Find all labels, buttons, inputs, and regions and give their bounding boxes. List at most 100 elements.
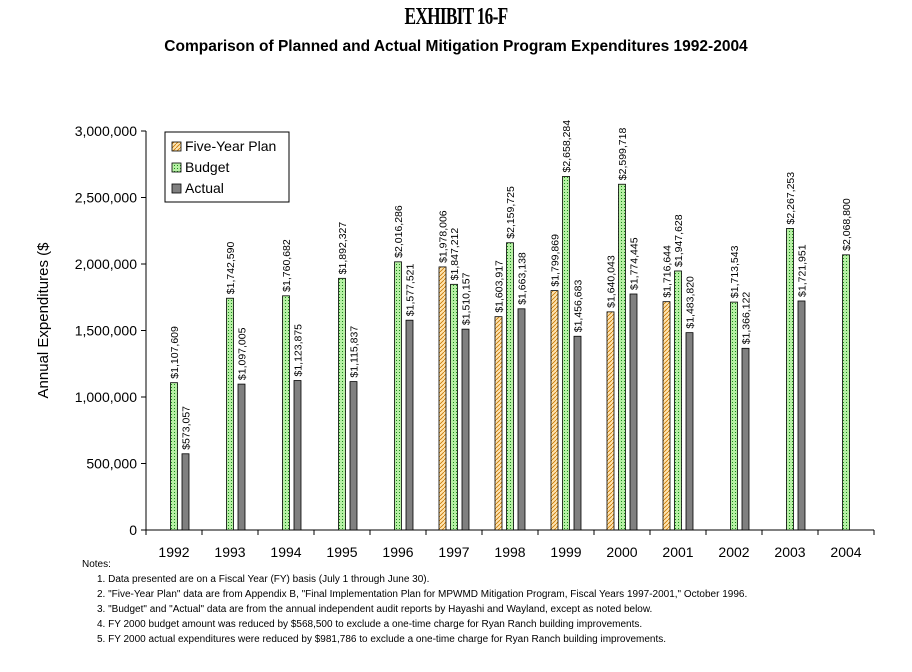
budget-bar — [618, 183, 626, 531]
actual-data-label: $573,057 — [181, 406, 193, 450]
note-item: 1. Data presented are on a Fiscal Year (… — [97, 574, 430, 585]
actual-data-label: $1,483,820 — [685, 276, 697, 329]
x-tick-label: 2000 — [606, 544, 637, 560]
plan-legend-label: Five-Year Plan — [185, 138, 276, 154]
budget-bar — [562, 176, 570, 531]
x-tick-label: 1995 — [326, 544, 357, 560]
plan-data-label: $1,716,644 — [662, 245, 674, 298]
budget-bar — [394, 261, 402, 531]
budget-bar — [226, 297, 234, 531]
x-tick-label: 1993 — [214, 544, 245, 560]
actual-bar — [293, 380, 302, 531]
actual-bar — [517, 308, 526, 531]
actual-legend-label: Actual — [185, 180, 224, 196]
y-tick-label: 1,500,000 — [75, 323, 137, 339]
x-tick-label: 1994 — [270, 544, 301, 560]
budget-data-label: $2,016,286 — [393, 205, 405, 258]
budget-data-label: $1,892,327 — [337, 222, 349, 275]
plan-data-label: $1,603,917 — [494, 260, 506, 313]
y-tick-label: 2,000,000 — [75, 256, 137, 272]
budget-legend-label: Budget — [185, 159, 229, 175]
budget-data-label: $1,107,609 — [169, 326, 181, 379]
budget-data-label: $2,599,718 — [617, 128, 629, 181]
exhibit-title: EXHIBIT 16-F — [404, 4, 509, 30]
budget-data-label: $2,159,725 — [505, 186, 517, 239]
x-tick-label: 1997 — [438, 544, 469, 560]
budget-data-label: $2,658,284 — [561, 120, 573, 173]
actual-data-label: $1,123,875 — [293, 324, 305, 377]
actual-data-label: $1,577,521 — [405, 263, 417, 316]
budget-bar — [170, 382, 178, 531]
plan-bar — [494, 316, 503, 531]
budget-bar — [842, 254, 850, 531]
actual-bar — [405, 319, 414, 531]
x-tick-label: 2001 — [662, 544, 693, 560]
actual-data-label: $1,097,005 — [237, 327, 249, 380]
y-tick-label: 3,000,000 — [75, 123, 137, 139]
note-item: 2. "Five-Year Plan" data are from Append… — [97, 589, 748, 600]
plan-data-label: $1,978,006 — [438, 210, 450, 263]
budget-data-label: $2,068,800 — [841, 198, 853, 251]
plan-data-label: $1,799,869 — [550, 234, 562, 287]
actual-bar — [181, 453, 190, 531]
budget-data-label: $1,947,628 — [673, 214, 685, 267]
actual-data-label: $1,115,837 — [349, 326, 361, 378]
x-tick-label: 2003 — [774, 544, 805, 560]
chart-bars — [170, 176, 850, 531]
budget-bar — [338, 277, 346, 531]
x-tick-label: 1998 — [494, 544, 525, 560]
y-tick-label: 0 — [129, 522, 137, 538]
actual-bar — [797, 300, 806, 531]
budget-data-label: $1,713,543 — [729, 245, 741, 298]
budget-data-label: $1,847,212 — [449, 228, 461, 281]
plan-legend-swatch — [171, 141, 182, 152]
actual-bar — [629, 293, 638, 531]
budget-data-label: $1,760,682 — [281, 239, 293, 292]
actual-bar — [349, 381, 358, 531]
notes-heading: Notes: — [82, 559, 111, 570]
actual-data-label: $1,456,683 — [573, 280, 585, 333]
budget-bar — [450, 283, 458, 531]
legend-box — [164, 131, 290, 203]
budget-legend-swatch — [171, 162, 182, 173]
budget-bar — [786, 228, 794, 531]
actual-data-label: $1,510,157 — [461, 272, 473, 325]
y-tick-label: 2,500,000 — [75, 190, 137, 206]
note-item: 5. FY 2000 actual expenditures were redu… — [97, 634, 667, 645]
y-axis-label: Annual Expenditures ($ — [35, 242, 52, 399]
budget-data-label: $2,267,253 — [785, 172, 797, 225]
note-item: 3. "Budget" and "Actual" data are from t… — [97, 604, 653, 615]
actual-legend-swatch — [171, 183, 182, 194]
actual-bar — [685, 332, 694, 531]
plan-data-label: $1,640,043 — [606, 255, 618, 308]
budget-bar — [674, 270, 682, 531]
actual-data-label: $1,663,138 — [517, 252, 529, 305]
plan-bar — [438, 266, 447, 531]
y-tick-label: 500,000 — [86, 456, 137, 472]
actual-bar — [573, 335, 582, 531]
x-tick-label: 2002 — [718, 544, 749, 560]
chart-data-labels: $1,107,609 $573,057 $1,742,590 $1,097,005 $1… — [169, 120, 853, 450]
actual-bar — [461, 328, 470, 531]
budget-bar — [506, 242, 514, 531]
x-tick-label: 1999 — [550, 544, 581, 560]
x-tick-label: 2004 — [830, 544, 861, 560]
chart-legend: Five-Year Plan Budget Actual — [164, 131, 290, 203]
y-tick-label: 1,000,000 — [75, 389, 137, 405]
budget-data-label: $1,742,590 — [225, 242, 237, 295]
budget-bar — [730, 301, 738, 531]
actual-data-label: $1,366,122 — [741, 292, 753, 345]
actual-bar — [237, 383, 246, 531]
plan-bar — [550, 290, 559, 531]
budget-bar — [282, 295, 290, 531]
actual-data-label: $1,721,951 — [797, 244, 809, 297]
actual-data-label: $1,774,445 — [629, 237, 641, 290]
plan-bar — [662, 301, 671, 531]
x-tick-label: 1996 — [382, 544, 413, 560]
note-item: 4. FY 2000 budget amount was reduced by … — [97, 619, 643, 630]
plan-bar — [606, 311, 615, 531]
actual-bar — [741, 347, 750, 531]
x-tick-label: 1992 — [158, 544, 189, 560]
chart-subtitle: Comparison of Planned and Actual Mitigat… — [164, 38, 748, 55]
